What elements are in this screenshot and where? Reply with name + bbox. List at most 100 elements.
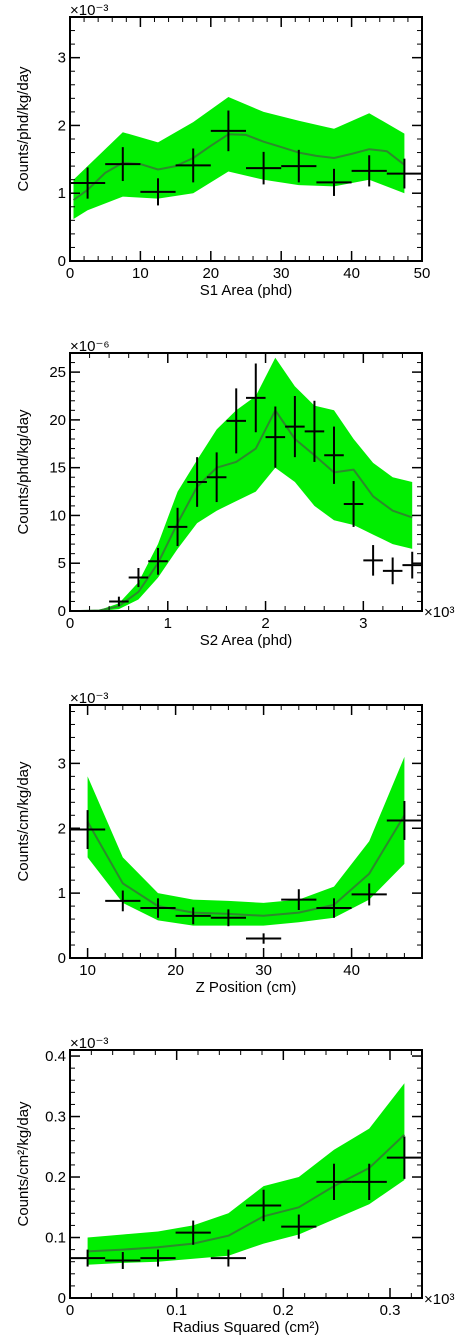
y-tick-label: 3 bbox=[58, 755, 66, 772]
x-tick-label: 0.3 bbox=[380, 1302, 401, 1319]
data-point bbox=[281, 1214, 317, 1239]
data-point bbox=[140, 178, 176, 206]
data-point bbox=[109, 596, 129, 607]
model-line bbox=[87, 1133, 406, 1253]
data-point bbox=[316, 898, 352, 918]
x-tick-label: 2 bbox=[261, 615, 269, 632]
x-axis-multiplier: ×10³ bbox=[424, 604, 454, 621]
data-point bbox=[316, 168, 352, 196]
data-point bbox=[246, 363, 266, 433]
y-axis-multiplier: ×10⁻³ bbox=[70, 1035, 108, 1052]
x-tick-label: 1 bbox=[164, 615, 172, 632]
plot-area bbox=[70, 756, 422, 944]
data-point bbox=[175, 1220, 211, 1245]
x-tick-label: 20 bbox=[167, 962, 184, 979]
y-axis-label: Counts/cm²/kg/day bbox=[15, 1101, 32, 1227]
x-tick-label: 50 bbox=[414, 265, 431, 282]
data-point bbox=[351, 1163, 387, 1201]
x-tick-label: 0 bbox=[66, 265, 74, 282]
chart-1: 0 10 20 30 40 50 0 1 2 3 S1 Area (phd) Counts/phd/k… bbox=[15, 2, 430, 299]
y-tick-label: 3 bbox=[58, 50, 66, 67]
data-point bbox=[316, 1163, 352, 1201]
x-tick-label: 3 bbox=[359, 615, 367, 632]
y-tick-label: 0.3 bbox=[45, 1109, 66, 1126]
x-tick-label: 30 bbox=[255, 962, 272, 979]
data-point bbox=[246, 933, 282, 944]
y-axis-label: Counts/phd/kg/day bbox=[15, 66, 32, 192]
plot-area bbox=[70, 1083, 422, 1269]
y-tick-label: 20 bbox=[49, 412, 66, 429]
y-axis-label: Counts/cm/kg/day bbox=[15, 761, 32, 882]
data-point bbox=[105, 1252, 141, 1269]
x-axis-label: S2 Area (phd) bbox=[200, 632, 293, 649]
model-line bbox=[79, 409, 413, 611]
data-point bbox=[70, 167, 106, 199]
y-tick-label: 1 bbox=[58, 885, 66, 902]
data-point bbox=[402, 551, 422, 579]
data-point bbox=[226, 388, 246, 454]
data-point bbox=[105, 147, 141, 182]
model-line bbox=[86, 814, 406, 917]
data-point bbox=[140, 1249, 176, 1267]
data-point bbox=[386, 1136, 422, 1179]
data-point bbox=[386, 801, 422, 840]
data-point bbox=[382, 557, 403, 585]
plot-area bbox=[70, 97, 422, 219]
plot-area bbox=[79, 357, 422, 611]
x-tick-label: 0.1 bbox=[166, 1302, 187, 1319]
data-point bbox=[304, 400, 325, 462]
data-point bbox=[70, 810, 106, 850]
data-point bbox=[246, 151, 282, 185]
data-point bbox=[148, 547, 168, 575]
data-point bbox=[386, 158, 422, 189]
y-tick-label: 2 bbox=[58, 820, 66, 837]
x-tick-label: 40 bbox=[343, 962, 360, 979]
plot-frame bbox=[69, 1049, 423, 1299]
uncertainty-band bbox=[73, 97, 405, 219]
data-point bbox=[105, 890, 141, 912]
y-tick-label: 10 bbox=[49, 507, 66, 524]
data-point bbox=[167, 507, 188, 547]
y-axis-multiplier: ×10⁻³ bbox=[70, 2, 108, 19]
x-axis-multiplier: ×10³ bbox=[424, 1291, 454, 1308]
data-point bbox=[351, 155, 387, 187]
data-point bbox=[210, 1249, 246, 1267]
data-point bbox=[324, 426, 344, 484]
data-point bbox=[285, 396, 305, 458]
data-point bbox=[281, 889, 317, 910]
uncertainty-band bbox=[79, 357, 413, 611]
chart-2: 0 1 2 3 0 5 10 15 20 25 S2 Area (phd) Counts/phd/kg… bbox=[15, 338, 454, 649]
x-tick-label: 10 bbox=[79, 962, 96, 979]
y-tick-label: 25 bbox=[49, 364, 66, 381]
x-tick-label: 10 bbox=[132, 265, 149, 282]
y-tick-label: 2 bbox=[58, 117, 66, 134]
chart-3: 10 20 30 40 0 1 2 3 Z Position (cm) Counts/cm/kg/… bbox=[15, 690, 423, 996]
y-tick-label: 1 bbox=[58, 185, 66, 202]
uncertainty-band bbox=[87, 1083, 405, 1265]
data-point bbox=[210, 909, 246, 927]
data-point bbox=[70, 1249, 106, 1267]
y-tick-label: 0.2 bbox=[45, 1169, 66, 1186]
y-tick-label: 15 bbox=[49, 460, 66, 477]
y-tick-label: 0 bbox=[58, 253, 66, 270]
data-point bbox=[351, 883, 387, 906]
data-point bbox=[206, 452, 227, 503]
x-axis-label: S1 Area (phd) bbox=[200, 282, 293, 299]
x-tick-label: 0.2 bbox=[273, 1302, 294, 1319]
y-axis-multiplier: ×10⁻³ bbox=[70, 690, 108, 707]
y-tick-label: 0 bbox=[58, 1290, 66, 1307]
x-tick-label: 30 bbox=[273, 265, 290, 282]
x-tick-label: 0 bbox=[66, 615, 74, 632]
chart-4: 0 0.1 0.2 0.3 0 0.1 0.2 0.3 0.4 Radius Squared (c… bbox=[15, 1035, 454, 1336]
x-tick-label: 0 bbox=[66, 1302, 74, 1319]
data-point bbox=[175, 148, 211, 183]
data-point bbox=[140, 898, 176, 918]
data-point bbox=[187, 457, 207, 507]
data-point bbox=[281, 149, 317, 183]
x-tick-label: 40 bbox=[343, 265, 360, 282]
y-axis-label: Counts/phd/kg/day bbox=[15, 409, 32, 535]
data-point bbox=[343, 481, 364, 527]
data-point bbox=[210, 110, 246, 152]
y-tick-label: 5 bbox=[58, 555, 66, 572]
